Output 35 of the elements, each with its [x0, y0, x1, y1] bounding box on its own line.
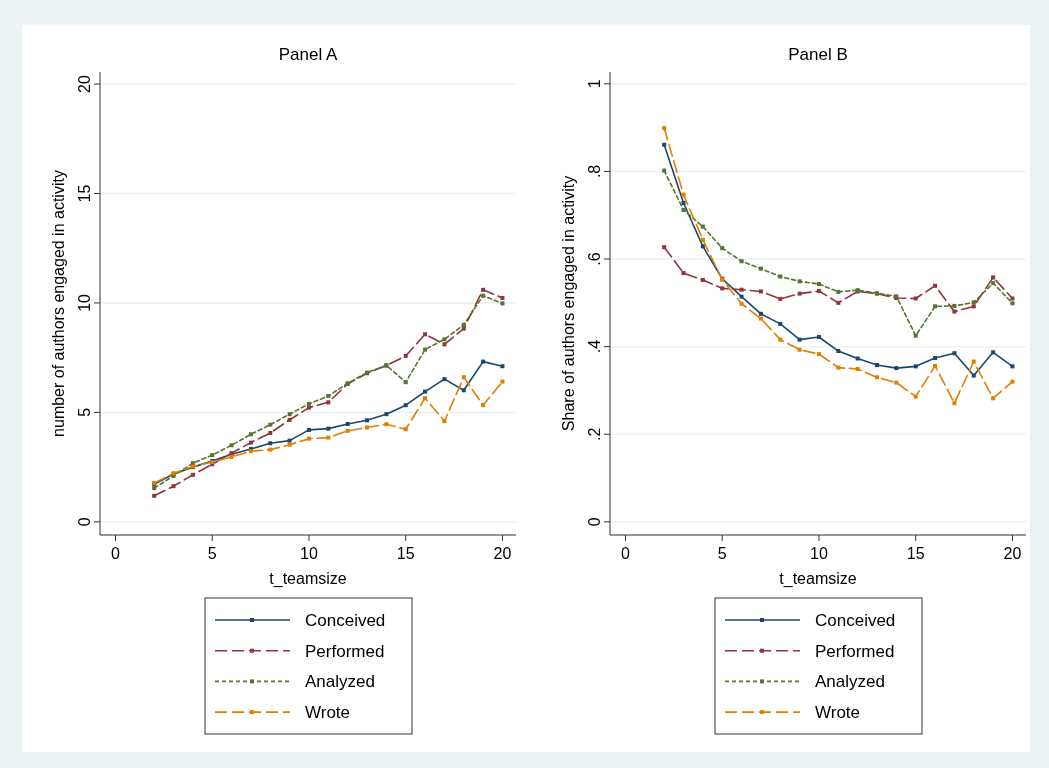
y-tick-label: 0 — [586, 517, 603, 527]
x-tick-label: 15 — [396, 545, 415, 562]
x-tick-label: 5 — [207, 545, 217, 562]
x-tick-label: 20 — [1003, 545, 1022, 562]
legend-label: Conceived — [305, 611, 386, 630]
x-tick-label: 20 — [493, 545, 512, 562]
x-tick-label: 0 — [111, 545, 121, 562]
x-axis-title: t_teamsize — [779, 570, 857, 588]
y-tick-label: 1 — [586, 79, 603, 89]
legend-label: Analyzed — [815, 672, 885, 692]
legend-label: Analyzed — [305, 672, 375, 692]
y-tick-label: 15 — [76, 184, 93, 203]
legend-label: Performed — [815, 641, 895, 661]
y-tick-label: .6 — [586, 252, 603, 266]
y-tick-label: .8 — [586, 164, 603, 179]
y-axis-title: Share of authors engaged in activity — [560, 175, 577, 432]
y-tick-label: 0 — [76, 517, 93, 527]
x-tick-label: 10 — [810, 545, 828, 562]
chart-title: Panel A — [278, 45, 338, 64]
x-tick-label: 15 — [906, 545, 925, 562]
chart-title: Panel B — [788, 45, 848, 64]
y-tick-label: .4 — [586, 339, 603, 354]
legend-label: Performed — [305, 641, 385, 661]
legend-label: Conceived — [815, 611, 896, 630]
y-tick-label: 5 — [76, 407, 93, 417]
legend-label: Wrote — [305, 703, 351, 723]
x-tick-label: 0 — [621, 545, 631, 562]
y-tick-label: 10 — [76, 293, 93, 312]
x-axis-title: t_teamsize — [269, 570, 347, 588]
y-axis-title: number of authors engaged in activity — [50, 170, 67, 437]
x-tick-label: 10 — [300, 545, 318, 562]
x-tick-label: 5 — [717, 545, 727, 562]
legend-label: Wrote — [815, 703, 861, 723]
y-tick-label: 20 — [76, 75, 93, 93]
y-tick-label: .2 — [586, 427, 603, 441]
